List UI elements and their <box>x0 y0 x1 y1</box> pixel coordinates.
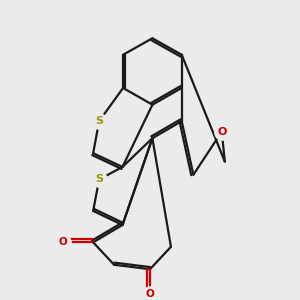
Text: O: O <box>217 127 226 136</box>
Text: S: S <box>95 175 103 184</box>
Text: S: S <box>95 116 103 126</box>
Text: O: O <box>59 237 68 247</box>
Text: O: O <box>146 289 154 299</box>
